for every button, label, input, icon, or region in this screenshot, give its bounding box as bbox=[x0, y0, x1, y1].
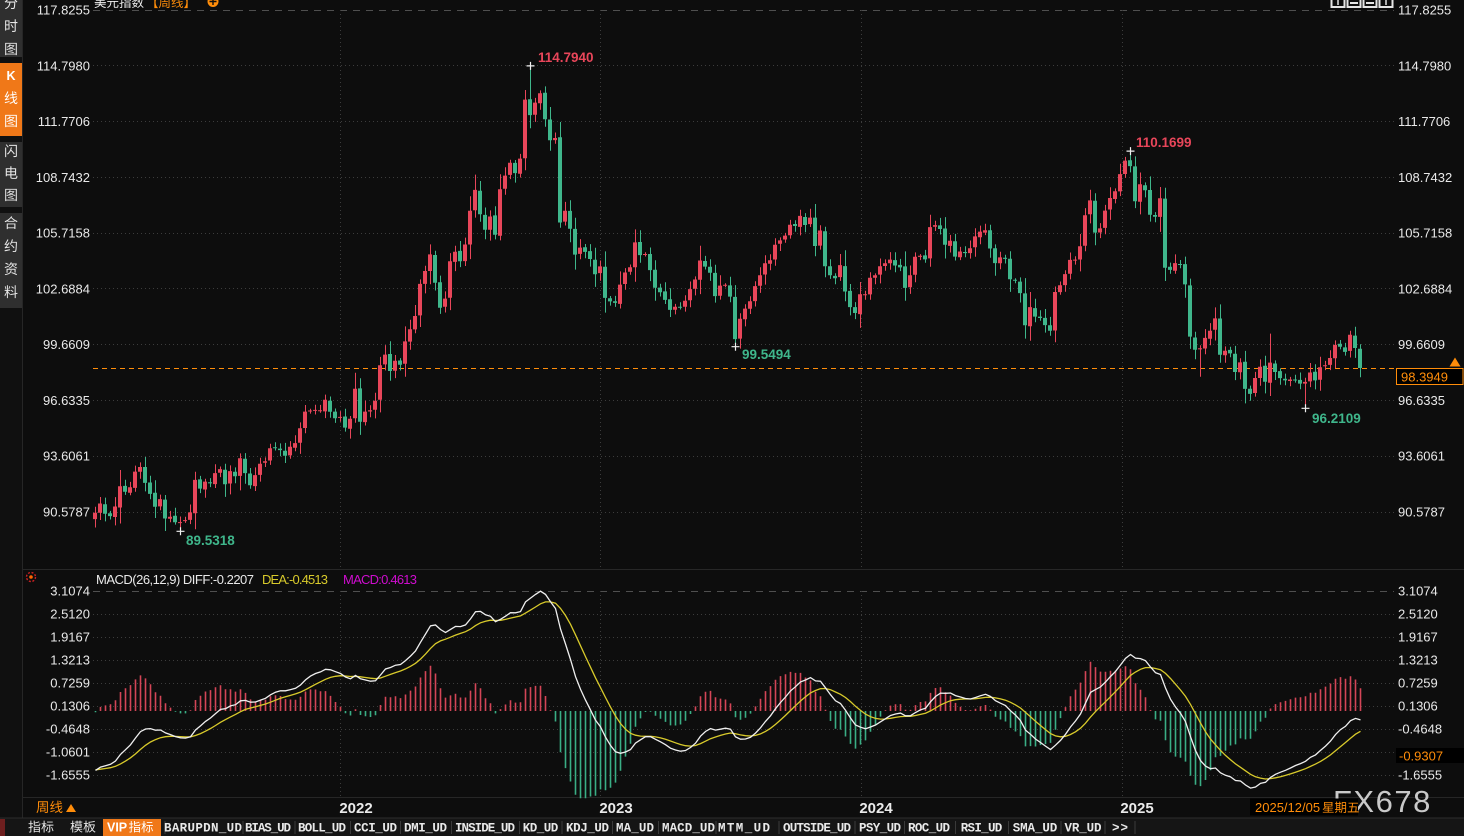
svg-text:SMA_UD: SMA_UD bbox=[1013, 822, 1058, 836]
svg-text:90.5787: 90.5787 bbox=[43, 505, 90, 520]
svg-text:93.6061: 93.6061 bbox=[43, 449, 90, 464]
svg-text:96.6335: 96.6335 bbox=[43, 393, 90, 408]
svg-text:1.3213: 1.3213 bbox=[50, 653, 90, 668]
svg-text:3.1074: 3.1074 bbox=[50, 584, 90, 599]
svg-text:99.5494: 99.5494 bbox=[742, 347, 791, 362]
svg-text:MACD:0.4613: MACD:0.4613 bbox=[343, 572, 417, 587]
svg-text:-1.6555: -1.6555 bbox=[46, 768, 90, 783]
svg-text:108.7432: 108.7432 bbox=[36, 170, 90, 185]
svg-text:CCI_UD: CCI_UD bbox=[354, 822, 397, 836]
svg-text:BOLL_UD: BOLL_UD bbox=[298, 822, 346, 836]
svg-text:114.7980: 114.7980 bbox=[37, 58, 90, 73]
svg-text:98.3949: 98.3949 bbox=[1401, 370, 1448, 385]
svg-text:99.6609: 99.6609 bbox=[1398, 337, 1445, 352]
svg-text:96.6335: 96.6335 bbox=[1398, 393, 1445, 408]
svg-text:102.6884: 102.6884 bbox=[36, 281, 90, 296]
svg-text:0.7259: 0.7259 bbox=[50, 676, 90, 691]
svg-text:VR_UD: VR_UD bbox=[1065, 822, 1102, 836]
svg-text:2023: 2023 bbox=[599, 800, 632, 817]
svg-text:-1.6555: -1.6555 bbox=[1398, 768, 1442, 783]
svg-text:KD_UD: KD_UD bbox=[523, 822, 559, 836]
svg-text:DMI_UD: DMI_UD bbox=[404, 822, 447, 836]
svg-text:ROC_UD: ROC_UD bbox=[908, 822, 950, 836]
svg-text:K: K bbox=[6, 69, 15, 83]
svg-text:117.8255: 117.8255 bbox=[37, 3, 90, 18]
svg-text:0.7259: 0.7259 bbox=[1398, 676, 1438, 691]
svg-text:2.5120: 2.5120 bbox=[50, 607, 90, 622]
svg-text:99.6609: 99.6609 bbox=[43, 337, 90, 352]
svg-text:2025/12/05: 2025/12/05 bbox=[1255, 800, 1320, 815]
svg-text:VIP: VIP bbox=[107, 821, 127, 835]
svg-text:-1.0601: -1.0601 bbox=[46, 745, 90, 760]
svg-text:93.6061: 93.6061 bbox=[1398, 449, 1445, 464]
svg-text:2025: 2025 bbox=[1120, 800, 1153, 817]
svg-text:MACD_UD: MACD_UD bbox=[662, 822, 715, 836]
svg-text:114.7980: 114.7980 bbox=[1398, 58, 1451, 73]
svg-text:KDJ_UD: KDJ_UD bbox=[566, 822, 609, 836]
svg-text:3.1074: 3.1074 bbox=[1398, 584, 1438, 599]
svg-text:102.6884: 102.6884 bbox=[1398, 281, 1452, 296]
svg-text:89.5318: 89.5318 bbox=[186, 533, 235, 548]
svg-text:2022: 2022 bbox=[339, 800, 372, 817]
svg-text:RSI_UD: RSI_UD bbox=[961, 822, 1003, 836]
svg-text:108.7432: 108.7432 bbox=[1398, 170, 1452, 185]
svg-text:INSIDE_UD: INSIDE_UD bbox=[455, 822, 515, 836]
svg-text:-0.9307: -0.9307 bbox=[1399, 749, 1443, 764]
svg-text:111.7706: 111.7706 bbox=[1398, 114, 1450, 129]
svg-text:MA_UD: MA_UD bbox=[616, 822, 654, 836]
svg-text:MTM_UD: MTM_UD bbox=[718, 822, 770, 836]
svg-text:105.7158: 105.7158 bbox=[1398, 226, 1452, 241]
svg-text:-0.4648: -0.4648 bbox=[46, 722, 90, 737]
svg-text:105.7158: 105.7158 bbox=[36, 226, 90, 241]
svg-text:96.2109: 96.2109 bbox=[1312, 411, 1361, 426]
svg-text:1.9167: 1.9167 bbox=[50, 630, 90, 645]
svg-text:90.5787: 90.5787 bbox=[1398, 505, 1445, 520]
svg-text:110.1699: 110.1699 bbox=[1136, 135, 1192, 150]
svg-text:-0.4648: -0.4648 bbox=[1398, 722, 1442, 737]
svg-text:>>: >> bbox=[1112, 822, 1128, 836]
svg-text:MACD(26,12,9) DIFF:-0.2207: MACD(26,12,9) DIFF:-0.2207 bbox=[96, 572, 254, 587]
svg-text:OUTSIDE_UD: OUTSIDE_UD bbox=[783, 822, 851, 836]
svg-text:111.7706: 111.7706 bbox=[38, 114, 90, 129]
svg-text:BARUPDN_UD: BARUPDN_UD bbox=[164, 822, 242, 836]
svg-text:1.3213: 1.3213 bbox=[1398, 653, 1438, 668]
svg-text:PSY_UD: PSY_UD bbox=[859, 822, 901, 836]
svg-text:2024: 2024 bbox=[859, 800, 893, 817]
svg-text:DEA:-0.4513: DEA:-0.4513 bbox=[262, 572, 328, 587]
svg-text:1.9167: 1.9167 bbox=[1398, 630, 1438, 645]
svg-text:117.8255: 117.8255 bbox=[1398, 3, 1451, 18]
svg-text:0.1306: 0.1306 bbox=[1398, 699, 1438, 714]
svg-text:114.7940: 114.7940 bbox=[538, 50, 594, 65]
svg-text:BIAS_UD: BIAS_UD bbox=[245, 822, 291, 836]
svg-text:2.5120: 2.5120 bbox=[1398, 607, 1438, 622]
svg-text:0.1306: 0.1306 bbox=[50, 699, 90, 714]
